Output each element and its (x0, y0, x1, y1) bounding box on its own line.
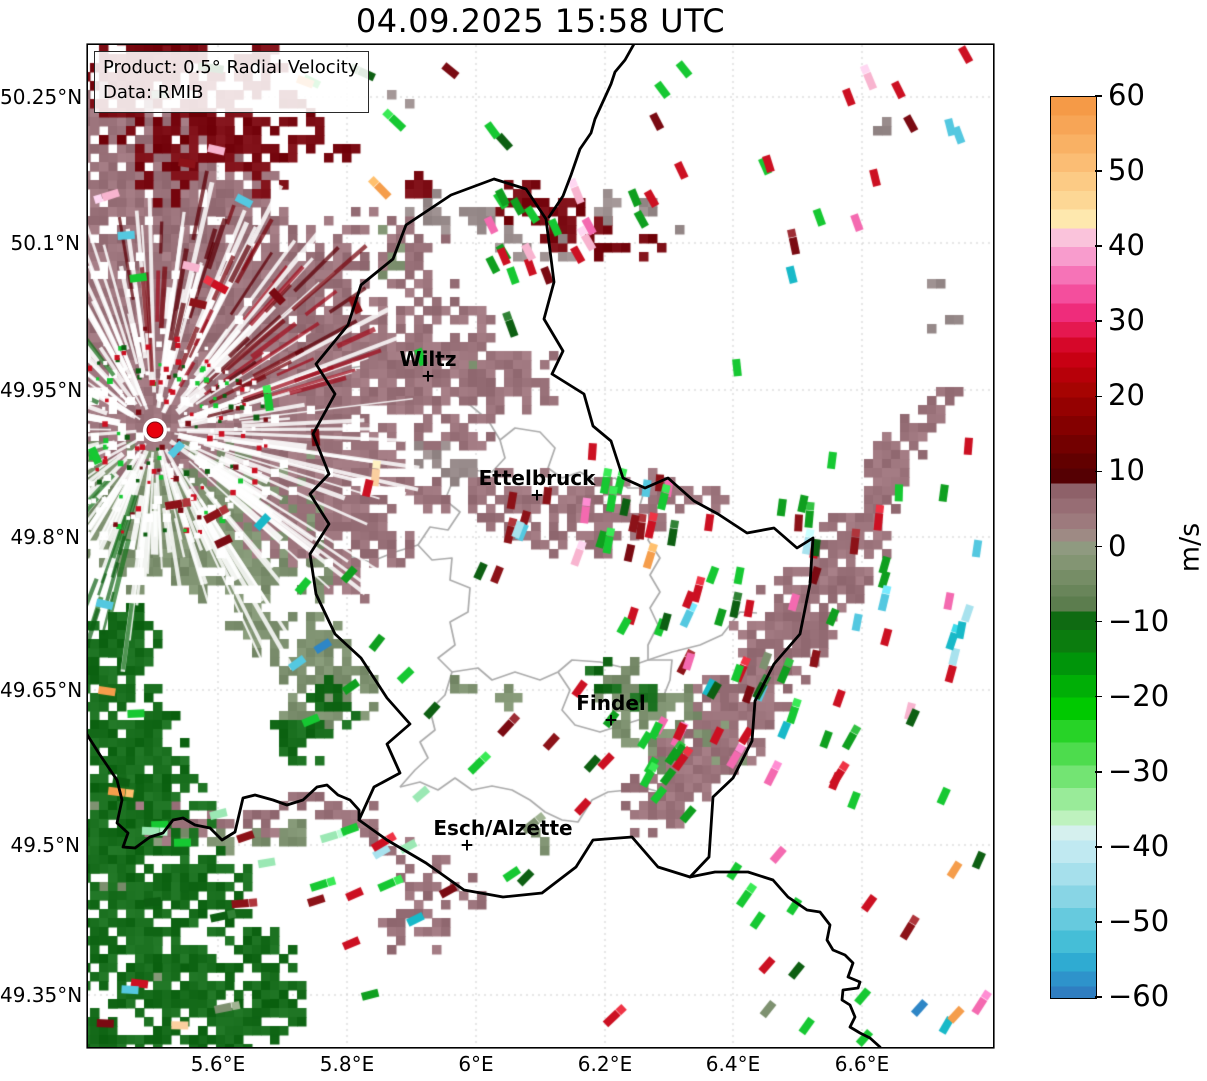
colorbar-tick-mark (1095, 395, 1102, 398)
lat-tick-label: 49.5°N (10, 833, 81, 857)
border-line (308, 177, 815, 899)
radar-site-marker (146, 421, 164, 439)
colorbar-tick-mark (1095, 770, 1102, 773)
colorbar-tick-label: 30 (1108, 303, 1145, 338)
city-marker: + (420, 366, 436, 387)
colorbar-tick-mark (1095, 170, 1102, 172)
lat-tick-label: 49.65°N (0, 678, 83, 702)
figure-title: 04.09.2025 15:58 UTC (355, 2, 726, 40)
lat-tick-label: 49.35°N (0, 983, 83, 1007)
country-borders-overlay (88, 45, 882, 1047)
lon-tick-label: 6°E (458, 1052, 494, 1076)
colorbar-tick-mark (1095, 921, 1102, 923)
colorbar-tick-label: −40 (1108, 828, 1170, 863)
colorbar-units-label: m/s (1174, 522, 1206, 573)
colorbar-tick-label: 20 (1108, 378, 1145, 413)
colorbar-tick-mark (1095, 996, 1102, 998)
colorbar-tick-mark (1095, 320, 1102, 323)
city-marker: + (603, 710, 619, 731)
city-label: Wiltz (399, 347, 457, 371)
colorbar-gradient (1050, 96, 1097, 999)
colorbar-tick-mark (1095, 470, 1102, 473)
colorbar-tick-label: 0 (1108, 528, 1127, 563)
data-source-label: Data: RMIB (103, 81, 204, 103)
city-label: Findel (576, 691, 646, 715)
city-marker: + (459, 835, 475, 856)
lat-tick-label: 49.95°N (0, 378, 83, 402)
lon-tick-label: 5.6°E (190, 1052, 246, 1076)
lon-tick-label: 6.2°E (577, 1052, 633, 1076)
lon-tick-label: 6.6°E (834, 1052, 890, 1076)
city-label: Ettelbruck (478, 466, 596, 490)
lat-tick-label: 50.1°N (10, 231, 81, 255)
colorbar-tick-mark (1095, 95, 1102, 97)
lon-tick-label: 5.8°E (319, 1052, 375, 1076)
colorbar-tick-label: 40 (1108, 228, 1145, 263)
colorbar-tick-label: 10 (1108, 453, 1145, 488)
product-label: Product: 0.5° Radial Velocity (103, 57, 359, 78)
city-marker: + (529, 485, 545, 506)
colorbar-tick-mark (1095, 846, 1102, 848)
colorbar-tick-label: 60 (1108, 78, 1145, 112)
colorbar-tick-label: −20 (1108, 678, 1170, 713)
colorbar-tick-label: −10 (1108, 603, 1170, 638)
border-line (547, 45, 636, 219)
border-line (688, 870, 882, 1047)
colorbar-tick-mark (1095, 545, 1102, 548)
colorbar-tick-mark (1095, 695, 1102, 698)
lon-tick-label: 6.4°E (705, 1052, 761, 1076)
lat-tick-label: 49.8°N (10, 525, 81, 549)
product-info-box: Product: 0.5° Radial Velocity Data: RMIB (94, 51, 370, 113)
map-plot-area: Product: 0.5° Radial Velocity Data: RMIB… (88, 45, 993, 1047)
colorbar-tick-label: −30 (1108, 753, 1170, 788)
colorbar-tick-mark (1095, 620, 1102, 623)
colorbar-tick-label: −50 (1108, 903, 1170, 938)
border-line (88, 733, 361, 850)
lat-tick-label: 50.25°N (0, 85, 83, 109)
city-label: Esch/Alzette (433, 816, 573, 840)
colorbar-tick-label: −60 (1108, 979, 1170, 1013)
colorbar-tick-mark (1095, 245, 1102, 247)
colorbar-tick-label: 50 (1108, 153, 1145, 188)
